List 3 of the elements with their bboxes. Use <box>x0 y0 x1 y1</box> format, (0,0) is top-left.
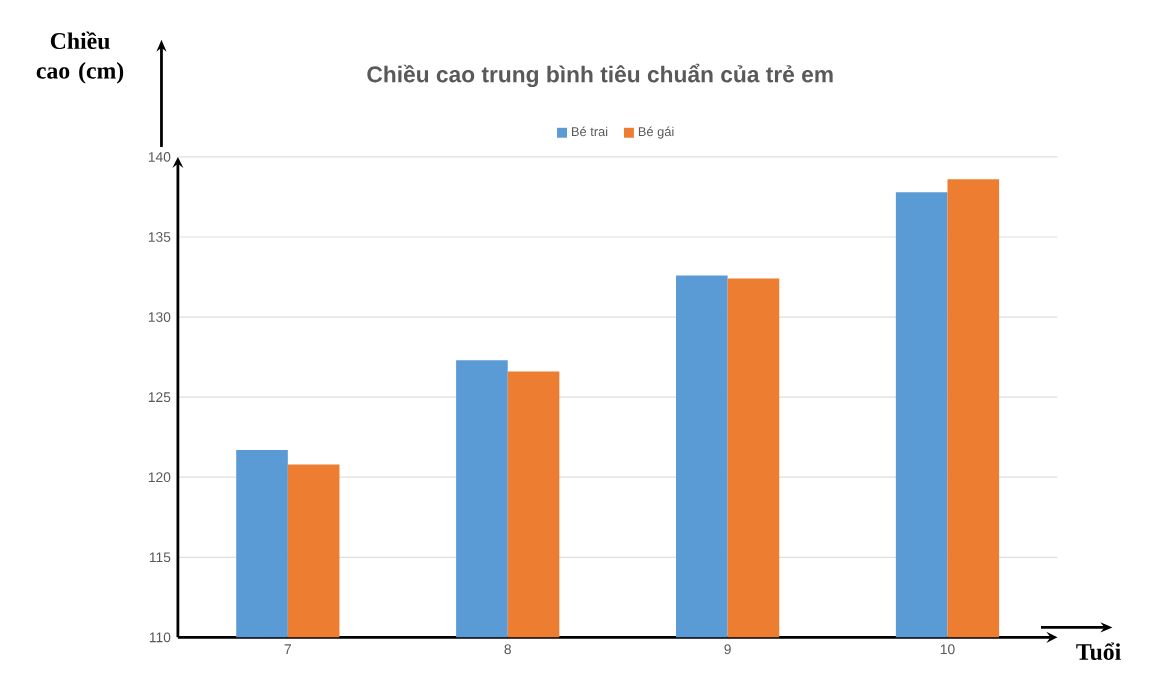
x-axis-title: Tuổi <box>1076 642 1121 661</box>
chart-title: Chiều cao trung bình tiêu chuẩn của trẻ em <box>367 64 833 88</box>
y-axis-title: Chiều cao (cm) <box>36 32 124 85</box>
